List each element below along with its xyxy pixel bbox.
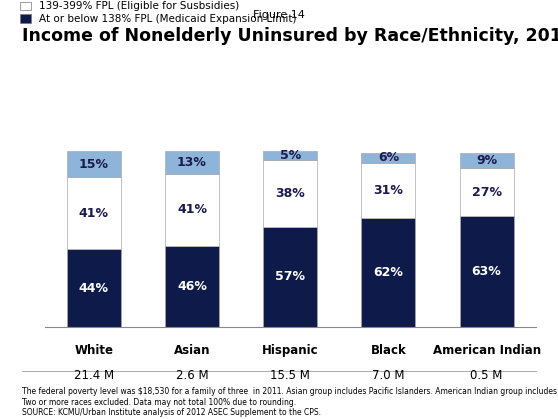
Text: 41%: 41% xyxy=(79,207,109,220)
Text: 44%: 44% xyxy=(79,282,109,295)
Bar xyxy=(67,249,121,327)
Text: 2.6 M: 2.6 M xyxy=(176,369,208,382)
Text: 6%: 6% xyxy=(378,151,399,164)
Text: Black: Black xyxy=(371,344,406,357)
Text: 21.4 M: 21.4 M xyxy=(74,369,114,382)
Text: 0.5 M: 0.5 M xyxy=(470,369,503,382)
Text: Income of Nonelderly Uninsured by Race/Ethnicity, 2011: Income of Nonelderly Uninsured by Race/E… xyxy=(22,27,558,45)
Text: Hispanic: Hispanic xyxy=(262,344,319,357)
Text: 13%: 13% xyxy=(177,156,207,169)
Text: 15.5 M: 15.5 M xyxy=(270,369,310,382)
Text: 9%: 9% xyxy=(476,154,497,167)
Bar xyxy=(263,151,317,160)
Text: 62%: 62% xyxy=(373,266,403,279)
Text: 38%: 38% xyxy=(275,186,305,199)
Text: Figure 14: Figure 14 xyxy=(253,10,305,21)
Text: 15%: 15% xyxy=(79,158,109,171)
Bar xyxy=(165,151,219,174)
Text: The federal poverty level was $18,530 for a family of three  in 2011. Asian grou: The federal poverty level was $18,530 fo… xyxy=(22,387,558,417)
Bar xyxy=(460,153,513,168)
Bar xyxy=(67,177,121,249)
Bar xyxy=(362,163,415,218)
Bar xyxy=(362,153,415,163)
Bar xyxy=(362,218,415,327)
Text: Asian: Asian xyxy=(174,344,210,357)
Text: 41%: 41% xyxy=(177,203,207,216)
Text: 46%: 46% xyxy=(177,280,207,293)
Bar xyxy=(165,174,219,246)
Bar xyxy=(460,168,513,216)
Text: 31%: 31% xyxy=(373,184,403,197)
Text: 63%: 63% xyxy=(472,265,502,278)
Bar xyxy=(165,246,219,327)
Text: White: White xyxy=(74,344,113,357)
Text: 57%: 57% xyxy=(275,270,305,283)
Text: 7.0 M: 7.0 M xyxy=(372,369,405,382)
Text: 27%: 27% xyxy=(472,186,502,199)
Text: American Indian: American Indian xyxy=(432,344,541,357)
Bar xyxy=(263,227,317,327)
Text: 5%: 5% xyxy=(280,149,301,162)
Bar xyxy=(67,151,121,177)
Legend: 400% FPL+, 139-399% FPL (Eligible for Susbsidies), At or below 138% FPL (Medicai: 400% FPL+, 139-399% FPL (Eligible for Su… xyxy=(21,0,297,24)
Bar xyxy=(263,160,317,227)
Bar xyxy=(460,216,513,327)
